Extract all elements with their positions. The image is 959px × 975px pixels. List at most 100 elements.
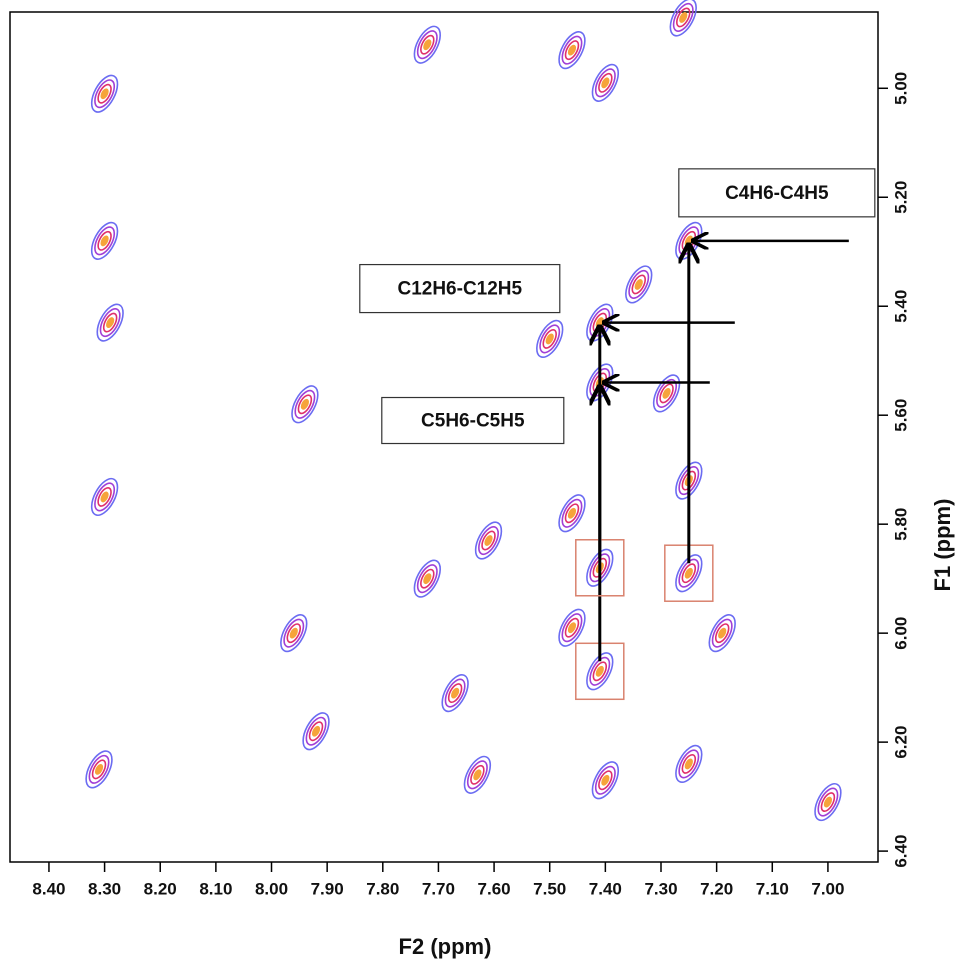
contour-level xyxy=(672,2,694,32)
contour-level xyxy=(631,274,646,295)
contour-level xyxy=(470,764,485,785)
peak xyxy=(291,385,319,424)
peak xyxy=(536,319,564,358)
peak-contour xyxy=(280,614,308,653)
x-tick-label: 7.80 xyxy=(366,879,399,898)
contour-level xyxy=(539,324,561,354)
contour-level xyxy=(676,7,691,28)
peak xyxy=(652,374,681,413)
peak xyxy=(591,761,620,800)
x-tick-label: 7.10 xyxy=(756,879,789,898)
contour-level xyxy=(100,235,109,247)
peak-contour xyxy=(85,750,113,789)
y-tick-label: 5.80 xyxy=(891,508,910,541)
peak-contour xyxy=(591,761,620,800)
contour-level xyxy=(681,470,697,491)
contour-level xyxy=(561,35,583,65)
x-tick-label: 7.50 xyxy=(533,879,566,898)
peak-contour xyxy=(586,652,614,691)
peak xyxy=(85,750,113,789)
peak xyxy=(463,755,492,794)
contour-level xyxy=(567,44,577,56)
peak-contour xyxy=(413,25,441,64)
contour-level xyxy=(678,749,700,779)
peak-contour xyxy=(708,614,736,653)
contour-level xyxy=(99,308,121,338)
contour-level xyxy=(94,226,116,256)
peak xyxy=(96,303,124,342)
label-box xyxy=(359,263,561,314)
peak xyxy=(708,614,736,653)
contour-level xyxy=(684,758,693,770)
x-tick-label: 7.30 xyxy=(644,879,677,898)
contour-level xyxy=(100,491,109,503)
contour-level xyxy=(444,678,466,708)
annotation-label: C4H6-C4H5 xyxy=(725,183,829,204)
contour-level xyxy=(305,716,327,746)
contour-level xyxy=(88,754,110,784)
peak xyxy=(90,74,119,113)
x-tick-label: 7.70 xyxy=(422,879,455,898)
peak xyxy=(90,221,119,260)
contour-level xyxy=(659,383,674,404)
contour-level xyxy=(286,623,302,644)
contour-level xyxy=(473,769,482,781)
contour-level xyxy=(294,389,316,419)
peak-contour xyxy=(291,385,319,424)
x-tick-label: 8.30 xyxy=(88,879,121,898)
contour-level xyxy=(311,725,321,737)
contour-level xyxy=(289,627,298,639)
annotation-label: C12H6-C12H5 xyxy=(397,279,522,300)
peak-contour xyxy=(413,559,441,598)
x-tick-label: 7.00 xyxy=(811,879,844,898)
contour-level xyxy=(481,530,496,551)
peak-contour xyxy=(536,319,564,358)
peak-contour xyxy=(652,374,681,413)
contour-level xyxy=(628,269,650,299)
peak-contour xyxy=(558,494,586,533)
peak xyxy=(558,494,586,533)
peak-contour xyxy=(675,461,703,500)
contour-level xyxy=(94,482,116,512)
contour-level xyxy=(466,760,488,790)
contour-level xyxy=(545,333,554,345)
contour-level xyxy=(595,665,604,677)
x-tick-label: 7.90 xyxy=(311,879,344,898)
peak xyxy=(586,652,614,691)
contour-level xyxy=(420,568,435,589)
peak-layer xyxy=(85,0,842,822)
peak xyxy=(474,521,503,560)
peak-contour xyxy=(302,712,330,751)
x-tick-label: 8.40 xyxy=(32,879,65,898)
contour-level xyxy=(718,627,727,639)
contour-level xyxy=(594,765,616,795)
peak-contour xyxy=(558,608,586,647)
contour-level xyxy=(94,763,104,775)
contour-level xyxy=(94,79,116,109)
contour-level xyxy=(478,526,499,556)
peak-contour xyxy=(675,744,703,783)
contour-level xyxy=(684,567,693,579)
peak-contour xyxy=(441,674,469,713)
peak xyxy=(558,608,586,647)
x-tick-label: 8.00 xyxy=(255,879,288,898)
peak xyxy=(558,31,586,70)
y-tick-label: 5.00 xyxy=(891,72,910,105)
peak xyxy=(591,63,620,102)
peak xyxy=(675,554,703,593)
peak xyxy=(413,25,441,64)
peak xyxy=(441,674,469,713)
contour-level xyxy=(97,486,112,507)
peak xyxy=(280,614,308,653)
peak-contour xyxy=(669,0,697,37)
contour-level xyxy=(100,88,109,100)
contour-level xyxy=(106,317,115,328)
contour-level xyxy=(656,378,678,408)
peak xyxy=(669,0,697,37)
contour-level xyxy=(678,558,700,588)
peak-contour xyxy=(814,782,842,822)
contour-level xyxy=(598,770,613,791)
contour-level xyxy=(297,394,313,415)
